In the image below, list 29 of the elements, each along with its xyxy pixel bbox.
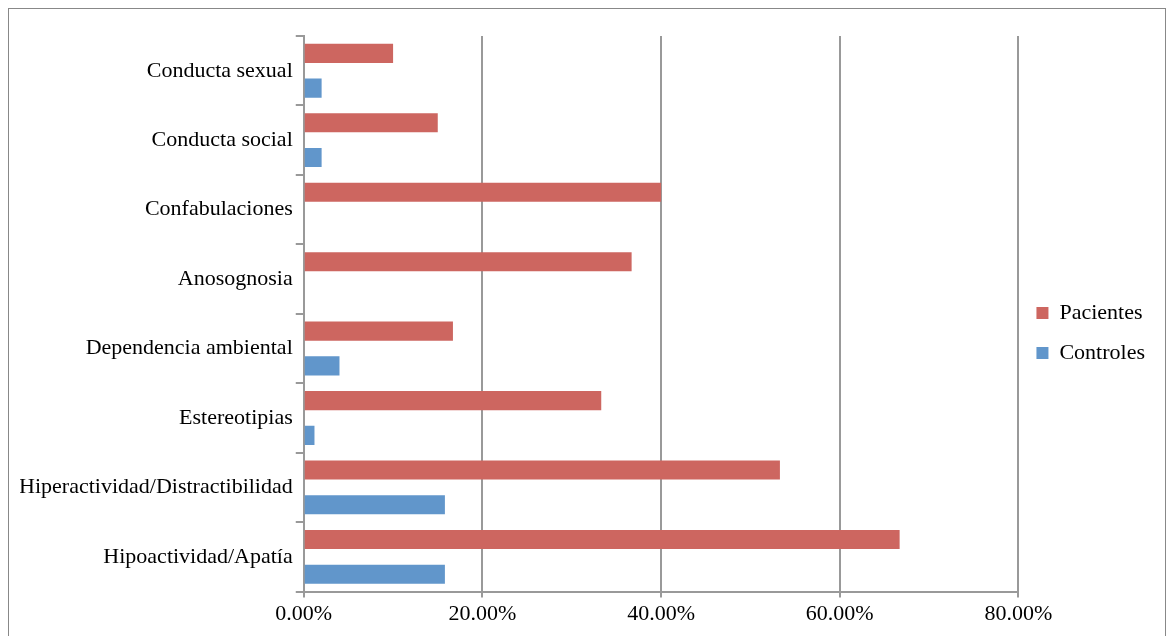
bar — [304, 252, 632, 272]
x-tick-label: 80.00% — [984, 599, 1053, 625]
y-tick-label: Confabulaciones — [144, 195, 293, 221]
x-tick-label: 0.00% — [275, 599, 333, 625]
bar — [304, 460, 780, 480]
y-tick-label: Hipoactividad/Apatía — [103, 542, 293, 568]
bar — [304, 321, 453, 341]
bar — [304, 43, 394, 63]
bar — [304, 564, 445, 584]
bar — [304, 425, 315, 445]
bar — [304, 529, 900, 550]
y-tick-label: Dependencia ambiental — [85, 334, 293, 360]
bar — [304, 391, 602, 411]
x-tick-label: 60.00% — [805, 599, 874, 625]
bar — [304, 147, 322, 168]
bar — [304, 78, 322, 98]
bar — [304, 356, 340, 376]
bar — [304, 495, 445, 515]
y-tick-label: Conducta sexual — [146, 56, 293, 82]
x-tick-label: 20.00% — [448, 599, 517, 625]
legend-label: Controles — [1059, 338, 1146, 364]
bar — [304, 182, 662, 202]
bar — [304, 113, 438, 133]
legend-label: Pacientes — [1059, 298, 1143, 324]
y-tick-label: Estereotipias — [179, 403, 293, 429]
x-tick-label: 40.00% — [627, 599, 696, 625]
y-tick-label: Anosognosia — [177, 264, 293, 290]
y-tick-label: Hiperactividad/Distractibilidad — [19, 473, 293, 499]
y-tick-label: Conducta social — [151, 125, 293, 151]
